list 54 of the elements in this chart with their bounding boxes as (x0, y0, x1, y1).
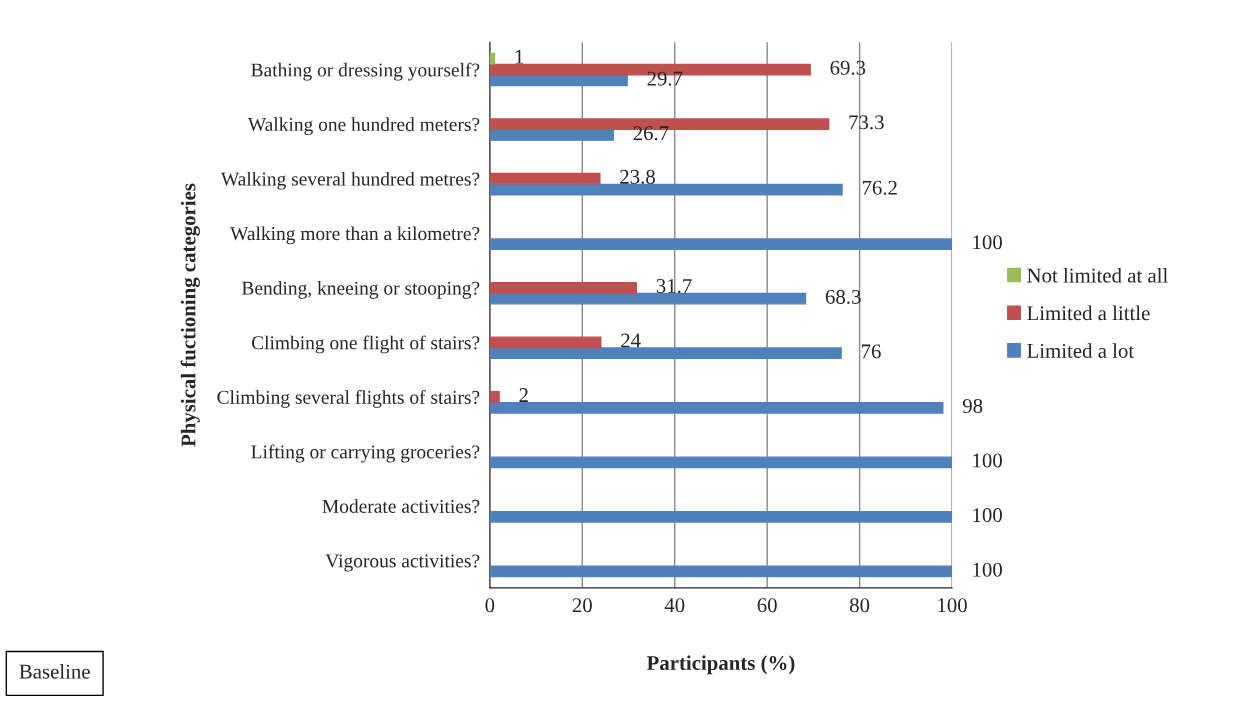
data-label: 24 (621, 333, 641, 348)
bar (489, 74, 628, 87)
data-label: 100 (973, 235, 1002, 250)
data-label: 98 (962, 398, 983, 414)
x-tick-label: 100 (938, 598, 967, 613)
legend-label: Not limited at all (1027, 267, 1168, 283)
x-tick-label: 20 (572, 598, 592, 613)
data-label: 100 (973, 508, 1002, 523)
x-tick-label: 80 (849, 598, 870, 613)
bar (489, 456, 953, 469)
x-axis-title: Participants (%) (646, 655, 795, 675)
data-label: 23.8 (620, 169, 655, 184)
x-tick-label: 0 (485, 598, 495, 613)
data-label: 100 (973, 562, 1002, 577)
legend-label: Limited a lot (1027, 343, 1135, 358)
data-label: 68.3 (825, 289, 861, 304)
data-label: 1 (515, 49, 524, 64)
data-label: 73.3 (849, 115, 884, 130)
y-axis-title: Physical fuctioning categories (180, 183, 200, 447)
data-label: 26.7 (633, 126, 669, 141)
bar (489, 565, 953, 578)
data-label: 31.7 (656, 278, 692, 294)
y-tick-label: Bending, kneeing or stooping? (241, 281, 480, 299)
bar (489, 129, 614, 141)
bar (489, 347, 842, 360)
bar (489, 292, 807, 305)
data-label: 76 (861, 344, 881, 359)
data-label: 29.7 (647, 71, 683, 86)
data-label: 100 (973, 453, 1002, 468)
bar (489, 336, 602, 349)
y-tick-label: Walking one hundred meters? (247, 117, 480, 136)
y-tick-label: Moderate activities? (322, 499, 480, 514)
y-tick-label: Vigorous activities? (325, 554, 480, 572)
y-tick-label: Climbing several flights of stairs? (217, 390, 480, 408)
bar (489, 281, 638, 294)
bar (489, 172, 601, 185)
x-tick-label: 60 (757, 598, 777, 613)
bar (489, 52, 496, 65)
bar (489, 391, 500, 403)
text: Baseline (19, 663, 90, 679)
data-label: 76.2 (862, 180, 897, 195)
x-tick-label: 40 (664, 598, 685, 613)
bar (489, 511, 953, 523)
data-label: 69.3 (830, 60, 866, 75)
y-tick-label: Walking several hundred metres? (220, 171, 480, 190)
bar (489, 401, 944, 414)
data-label: 2 (519, 388, 528, 402)
legend-label: Limited a little (1027, 305, 1150, 321)
bar (489, 183, 843, 196)
y-tick-label: Walking more than a kilometre? (230, 226, 480, 245)
bar (489, 238, 953, 250)
y-tick-label: Lifting or carrying groceries? (251, 444, 480, 463)
y-tick-label: Climbing one flight of stairs? (251, 335, 480, 354)
y-tick-label: Bathing or dressing yourself? (251, 62, 480, 81)
